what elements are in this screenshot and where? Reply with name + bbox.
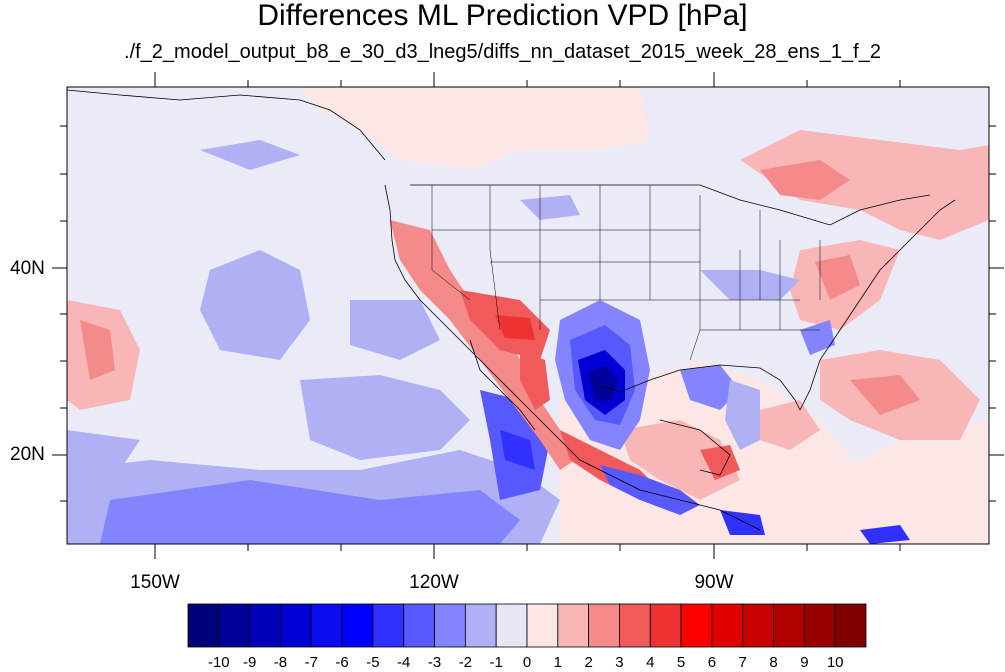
colorbar-swatch <box>280 603 312 648</box>
pink-field-north <box>300 87 650 170</box>
lon-label-150w: 150W <box>130 572 180 593</box>
colorbar-swatch <box>403 603 435 648</box>
colorbar-label: 5 <box>676 654 686 671</box>
colorbar-swatch <box>557 603 590 648</box>
map-frame <box>66 86 990 545</box>
colorbar-label: -1 <box>489 654 503 671</box>
pink-field-east <box>300 87 989 544</box>
colorbar-label: -7 <box>304 654 318 671</box>
colorbar-label: 2 <box>584 654 593 671</box>
colorbar-swatch <box>619 603 651 648</box>
state-borders <box>431 185 821 361</box>
colorbar-swatch <box>680 603 713 648</box>
colorbar-label: 0 <box>522 654 532 671</box>
colorbar-swatch <box>711 603 744 648</box>
colorbar-swatch <box>526 603 559 648</box>
colorbar-label: 6 <box>707 654 717 671</box>
colorbar-label: 10 <box>826 654 844 671</box>
colorbar-label: -2 <box>458 654 473 671</box>
colorbar <box>187 603 867 648</box>
colorbar-label: 3 <box>615 654 624 671</box>
coastlines <box>67 89 956 531</box>
colorbar-label: -5 <box>366 654 380 671</box>
blue-anomaly-core <box>520 195 910 544</box>
colorbar-label: 1 <box>553 654 562 671</box>
colorbar-swatch <box>310 603 343 648</box>
colorbar-swatch <box>742 603 774 648</box>
colorbar-swatch <box>372 603 405 648</box>
lat-label-40n: 40N <box>10 258 45 279</box>
colorbar-swatch <box>341 603 374 648</box>
colorbar-label: -9 <box>242 654 257 671</box>
colorbar-swatch <box>187 603 220 648</box>
colorbar-label: -4 <box>397 654 411 671</box>
colorbar-swatch <box>218 603 251 648</box>
lat-label-20n: 20N <box>10 444 45 465</box>
colorbar-label: 4 <box>646 654 655 671</box>
colorbar-label: -8 <box>273 654 288 671</box>
lon-label-90w: 90W <box>694 572 734 593</box>
map-title: Differences ML Prediction VPD [hPa] <box>257 0 748 32</box>
colorbar-swatch <box>434 603 466 648</box>
colorbar-swatch <box>249 603 281 648</box>
map-subtitle: ./f_2_model_output_b8_e_30_d3_lneg5/diff… <box>124 41 881 63</box>
colorbar-label: -3 <box>427 654 442 671</box>
colorbar-swatch <box>649 603 682 648</box>
colorbar-label: -6 <box>335 654 349 671</box>
pacific-blue-patches <box>67 140 560 544</box>
colorbar-swatch <box>588 603 620 648</box>
colorbar-swatch <box>495 603 528 648</box>
axis-ticks <box>52 72 1004 559</box>
colorbar-label: -10 <box>207 654 230 671</box>
colorbar-swatch <box>834 603 867 648</box>
map-field <box>67 87 989 544</box>
lon-label-120w: 120W <box>409 572 459 593</box>
colorbar-label: 9 <box>800 654 809 671</box>
colorbar-swatch <box>773 603 805 648</box>
colorbar-label: 7 <box>738 654 747 671</box>
colorbar-label: 8 <box>769 654 778 671</box>
colorbar-swatch <box>803 603 836 648</box>
colorbar-swatch <box>464 603 497 648</box>
